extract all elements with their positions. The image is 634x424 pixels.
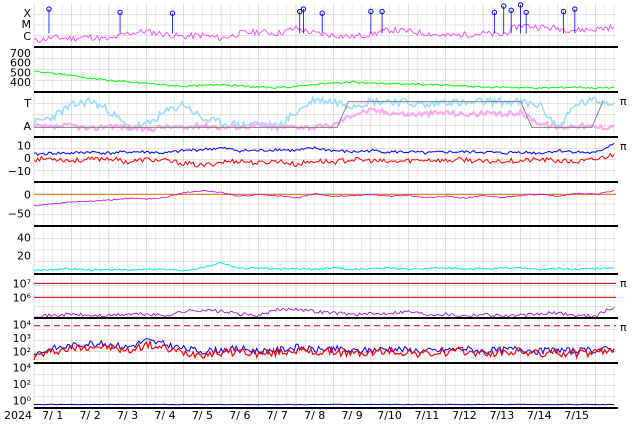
y-tick-label: 400 bbox=[10, 76, 31, 89]
y-tick-label: 10² bbox=[13, 378, 31, 391]
y-tick-label: 500 bbox=[10, 66, 31, 79]
y-tick-label: X bbox=[23, 7, 31, 20]
panel-right-label: π bbox=[620, 140, 627, 153]
y-tick-label: 10⁶ bbox=[13, 291, 32, 304]
y-tick-label: 20 bbox=[17, 249, 31, 262]
bz-series bbox=[33, 152, 615, 168]
y-tick-label: M bbox=[22, 18, 32, 31]
panel-separators bbox=[34, 46, 618, 409]
y-tick-label: 10⁴ bbox=[13, 318, 32, 331]
flare-event-marker bbox=[501, 3, 507, 9]
x-tick-label: 7/ 8 bbox=[304, 409, 325, 422]
panel-right-label: π bbox=[620, 321, 627, 334]
x-tick-label: 7/14 bbox=[527, 409, 552, 422]
x-tick-label: 7/ 9 bbox=[342, 409, 363, 422]
x-tick-label: 7/ 5 bbox=[192, 409, 213, 422]
y-tick-label: 10² bbox=[13, 345, 31, 358]
electron-series bbox=[33, 306, 615, 319]
y-tick-label: C bbox=[23, 30, 31, 43]
y-tick-label: 700 bbox=[10, 47, 31, 60]
x-tick-label: 7/ 6 bbox=[229, 409, 250, 422]
secondary-series bbox=[33, 339, 615, 361]
y-tick-label: 10 bbox=[17, 140, 31, 153]
bt-series bbox=[33, 142, 615, 157]
series-layer bbox=[33, 2, 616, 406]
y-tick-label: −10 bbox=[8, 165, 31, 178]
flare-event-marker bbox=[368, 8, 374, 15]
flare-event-marker bbox=[508, 7, 514, 14]
y-tick-label: 10⁰ bbox=[13, 394, 32, 407]
y-tick-label: T bbox=[23, 97, 31, 110]
x-tick-label: 7/ 1 bbox=[42, 409, 63, 422]
flare-event-marker bbox=[491, 9, 498, 16]
y-tick-label: 10³ bbox=[13, 332, 31, 345]
y-tick-label: 600 bbox=[10, 57, 31, 70]
x-tick-label: 7/ 2 bbox=[80, 409, 101, 422]
x-tick-label: 7/10 bbox=[377, 409, 402, 422]
y-tick-label: 10⁷ bbox=[13, 277, 31, 290]
flare-line bbox=[33, 23, 615, 43]
grid-layer bbox=[33, 4, 616, 407]
y-tick-label: −50 bbox=[8, 208, 31, 221]
flare-event-marker bbox=[297, 8, 303, 15]
x-tick-label: 7/15 bbox=[564, 409, 589, 422]
y-tick-label: 40 bbox=[17, 232, 31, 245]
x-tick-label: 7/12 bbox=[452, 409, 477, 422]
sector-line bbox=[34, 101, 604, 128]
flare-event-marker bbox=[319, 10, 325, 16]
flare-event-marker bbox=[379, 8, 385, 15]
year-label: 2024 bbox=[4, 409, 32, 422]
x-tick-label: 7/11 bbox=[415, 409, 440, 422]
flare-event-marker bbox=[117, 9, 123, 16]
y-tick-label: 0 bbox=[24, 188, 31, 201]
wind-speed-series bbox=[33, 70, 615, 90]
y-tick-label: 0 bbox=[24, 152, 31, 165]
flare-event-marker bbox=[517, 2, 524, 8]
dst-series bbox=[33, 190, 615, 207]
x-tick-label: 7/ 4 bbox=[154, 409, 175, 422]
x-tick-label: 7/ 7 bbox=[267, 409, 288, 422]
flare-event-marker bbox=[560, 8, 567, 15]
ae-index-series bbox=[33, 262, 615, 272]
flare-event-marker bbox=[300, 6, 307, 12]
y-tick-label: A bbox=[23, 120, 31, 133]
flare-event-marker bbox=[523, 9, 529, 16]
flare-event-marker bbox=[46, 6, 52, 12]
x-tick-label: 7/13 bbox=[489, 409, 514, 422]
y-tick-label: 10⁴ bbox=[13, 361, 32, 374]
flare-event-marker bbox=[169, 10, 176, 16]
x-tick-label: 7/ 3 bbox=[117, 409, 138, 422]
panel-right-label: π bbox=[620, 95, 627, 108]
panel-right-label: π bbox=[620, 277, 627, 290]
flare-event-marker bbox=[572, 6, 578, 12]
axis-labels: 2024 7/ 1 7/ 2 7/ 3 7/ 4 7/ 5 7/ 6 7/ 7 7/ 8 7/ … bbox=[4, 7, 627, 422]
away-series bbox=[33, 106, 615, 133]
